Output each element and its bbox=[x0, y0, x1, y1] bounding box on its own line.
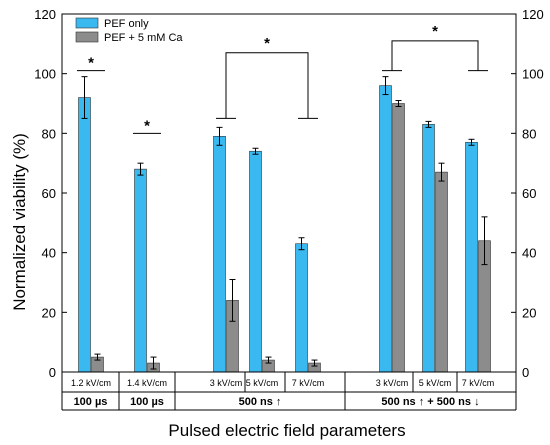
significance-star: * bbox=[264, 35, 270, 52]
group-label: 500 ns ↑ + 500 ns ↓ bbox=[381, 396, 479, 408]
y-tick-label-right: 80 bbox=[522, 126, 536, 141]
y-tick-label-right: 0 bbox=[522, 365, 529, 380]
group-label: 100 µs bbox=[74, 396, 108, 408]
y-tick-label-left: 20 bbox=[42, 305, 56, 320]
significance-star: * bbox=[432, 23, 438, 40]
bar-pef-only-3 bbox=[249, 150, 262, 373]
bar-pef-only-0 bbox=[78, 97, 91, 373]
category-label: 7 kV/cm bbox=[292, 378, 325, 388]
bar-pef-only-4 bbox=[295, 243, 308, 373]
bar-pef-only-2 bbox=[213, 136, 226, 373]
significance-bracket bbox=[216, 52, 318, 119]
legend-label-1: PEF + 5 mM Ca bbox=[104, 32, 183, 44]
group-label: 500 ns ↑ bbox=[239, 396, 282, 408]
y-tick-label-right: 40 bbox=[522, 246, 536, 261]
x-axis-title: Pulsed electric field parameters bbox=[168, 421, 405, 440]
y-tick-label-left: 100 bbox=[34, 67, 56, 82]
y-axis-title: Normalized viability (%) bbox=[10, 133, 29, 311]
bar-pef-ca-6 bbox=[435, 171, 448, 373]
legend-swatch-1 bbox=[75, 31, 99, 43]
category-label: 1.4 kV/cm bbox=[127, 378, 167, 388]
category-label: 7 kV/cm bbox=[462, 378, 495, 388]
y-tick-label-left: 60 bbox=[42, 186, 56, 201]
bar-pef-ca-5 bbox=[392, 103, 405, 373]
y-tick-label-right: 120 bbox=[522, 7, 544, 22]
bar-pef-only-6 bbox=[422, 124, 435, 373]
significance-bracket bbox=[382, 40, 488, 72]
bar-pef-only-1 bbox=[134, 168, 147, 373]
y-tick-label-right: 100 bbox=[522, 67, 544, 82]
y-tick-label-left: 40 bbox=[42, 246, 56, 261]
category-label: 5 kV/cm bbox=[419, 378, 452, 388]
category-label: 1.2 kV/cm bbox=[71, 378, 111, 388]
plot-frame bbox=[61, 13, 517, 373]
category-label: 5 kV/cm bbox=[246, 378, 279, 388]
category-label: 3 kV/cm bbox=[210, 378, 243, 388]
y-tick-label-left: 80 bbox=[42, 126, 56, 141]
group-label: 100 µs bbox=[130, 396, 164, 408]
bar-pef-only-5 bbox=[379, 85, 392, 373]
y-tick-label-left: 0 bbox=[49, 365, 56, 380]
y-tick-label-left: 120 bbox=[34, 7, 56, 22]
significance-star: * bbox=[144, 117, 150, 134]
y-tick-label-right: 20 bbox=[522, 305, 536, 320]
legend-label-0: PEF only bbox=[104, 18, 149, 30]
y-tick-label-right: 60 bbox=[522, 186, 536, 201]
legend-swatch-0 bbox=[75, 17, 99, 29]
significance-star: * bbox=[88, 55, 94, 72]
category-label: 3 kV/cm bbox=[376, 378, 409, 388]
bar-pef-only-7 bbox=[465, 141, 478, 373]
